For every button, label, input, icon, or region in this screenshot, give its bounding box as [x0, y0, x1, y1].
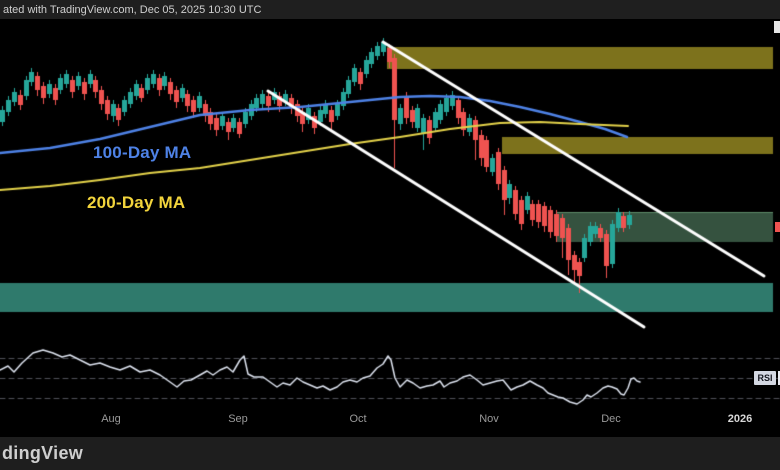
time-axis-tick-dec: Dec — [601, 413, 621, 425]
rsi-axis-badge: RSI — [754, 371, 776, 385]
attribution-text: ated with TradingView.com, Dec 05, 2025 … — [3, 3, 262, 16]
time-axis[interactable]: Aug Sep Oct Nov Dec 2026 — [0, 413, 780, 429]
time-axis-tick-aug: Aug — [101, 413, 121, 425]
rsi-value-box-cropped — [778, 371, 780, 385]
ma200-label: 200-Day MA — [87, 193, 186, 212]
time-axis-tick-sep: Sep — [228, 413, 248, 425]
tradingview-logo-text[interactable]: dingView — [2, 443, 84, 463]
time-axis-tick-2026: 2026 — [727, 413, 753, 425]
time-axis-tick-oct: Oct — [349, 413, 367, 425]
current-price-marker — [775, 222, 780, 232]
cropped-label-top-right — [774, 21, 780, 33]
time-axis-tick-nov: Nov — [479, 413, 499, 425]
tradingview-logo-bar: dingView — [0, 437, 780, 470]
ma100-label: 100-Day MA — [93, 143, 192, 162]
attribution-bar: ated with TradingView.com, Dec 05, 2025 … — [0, 0, 780, 19]
